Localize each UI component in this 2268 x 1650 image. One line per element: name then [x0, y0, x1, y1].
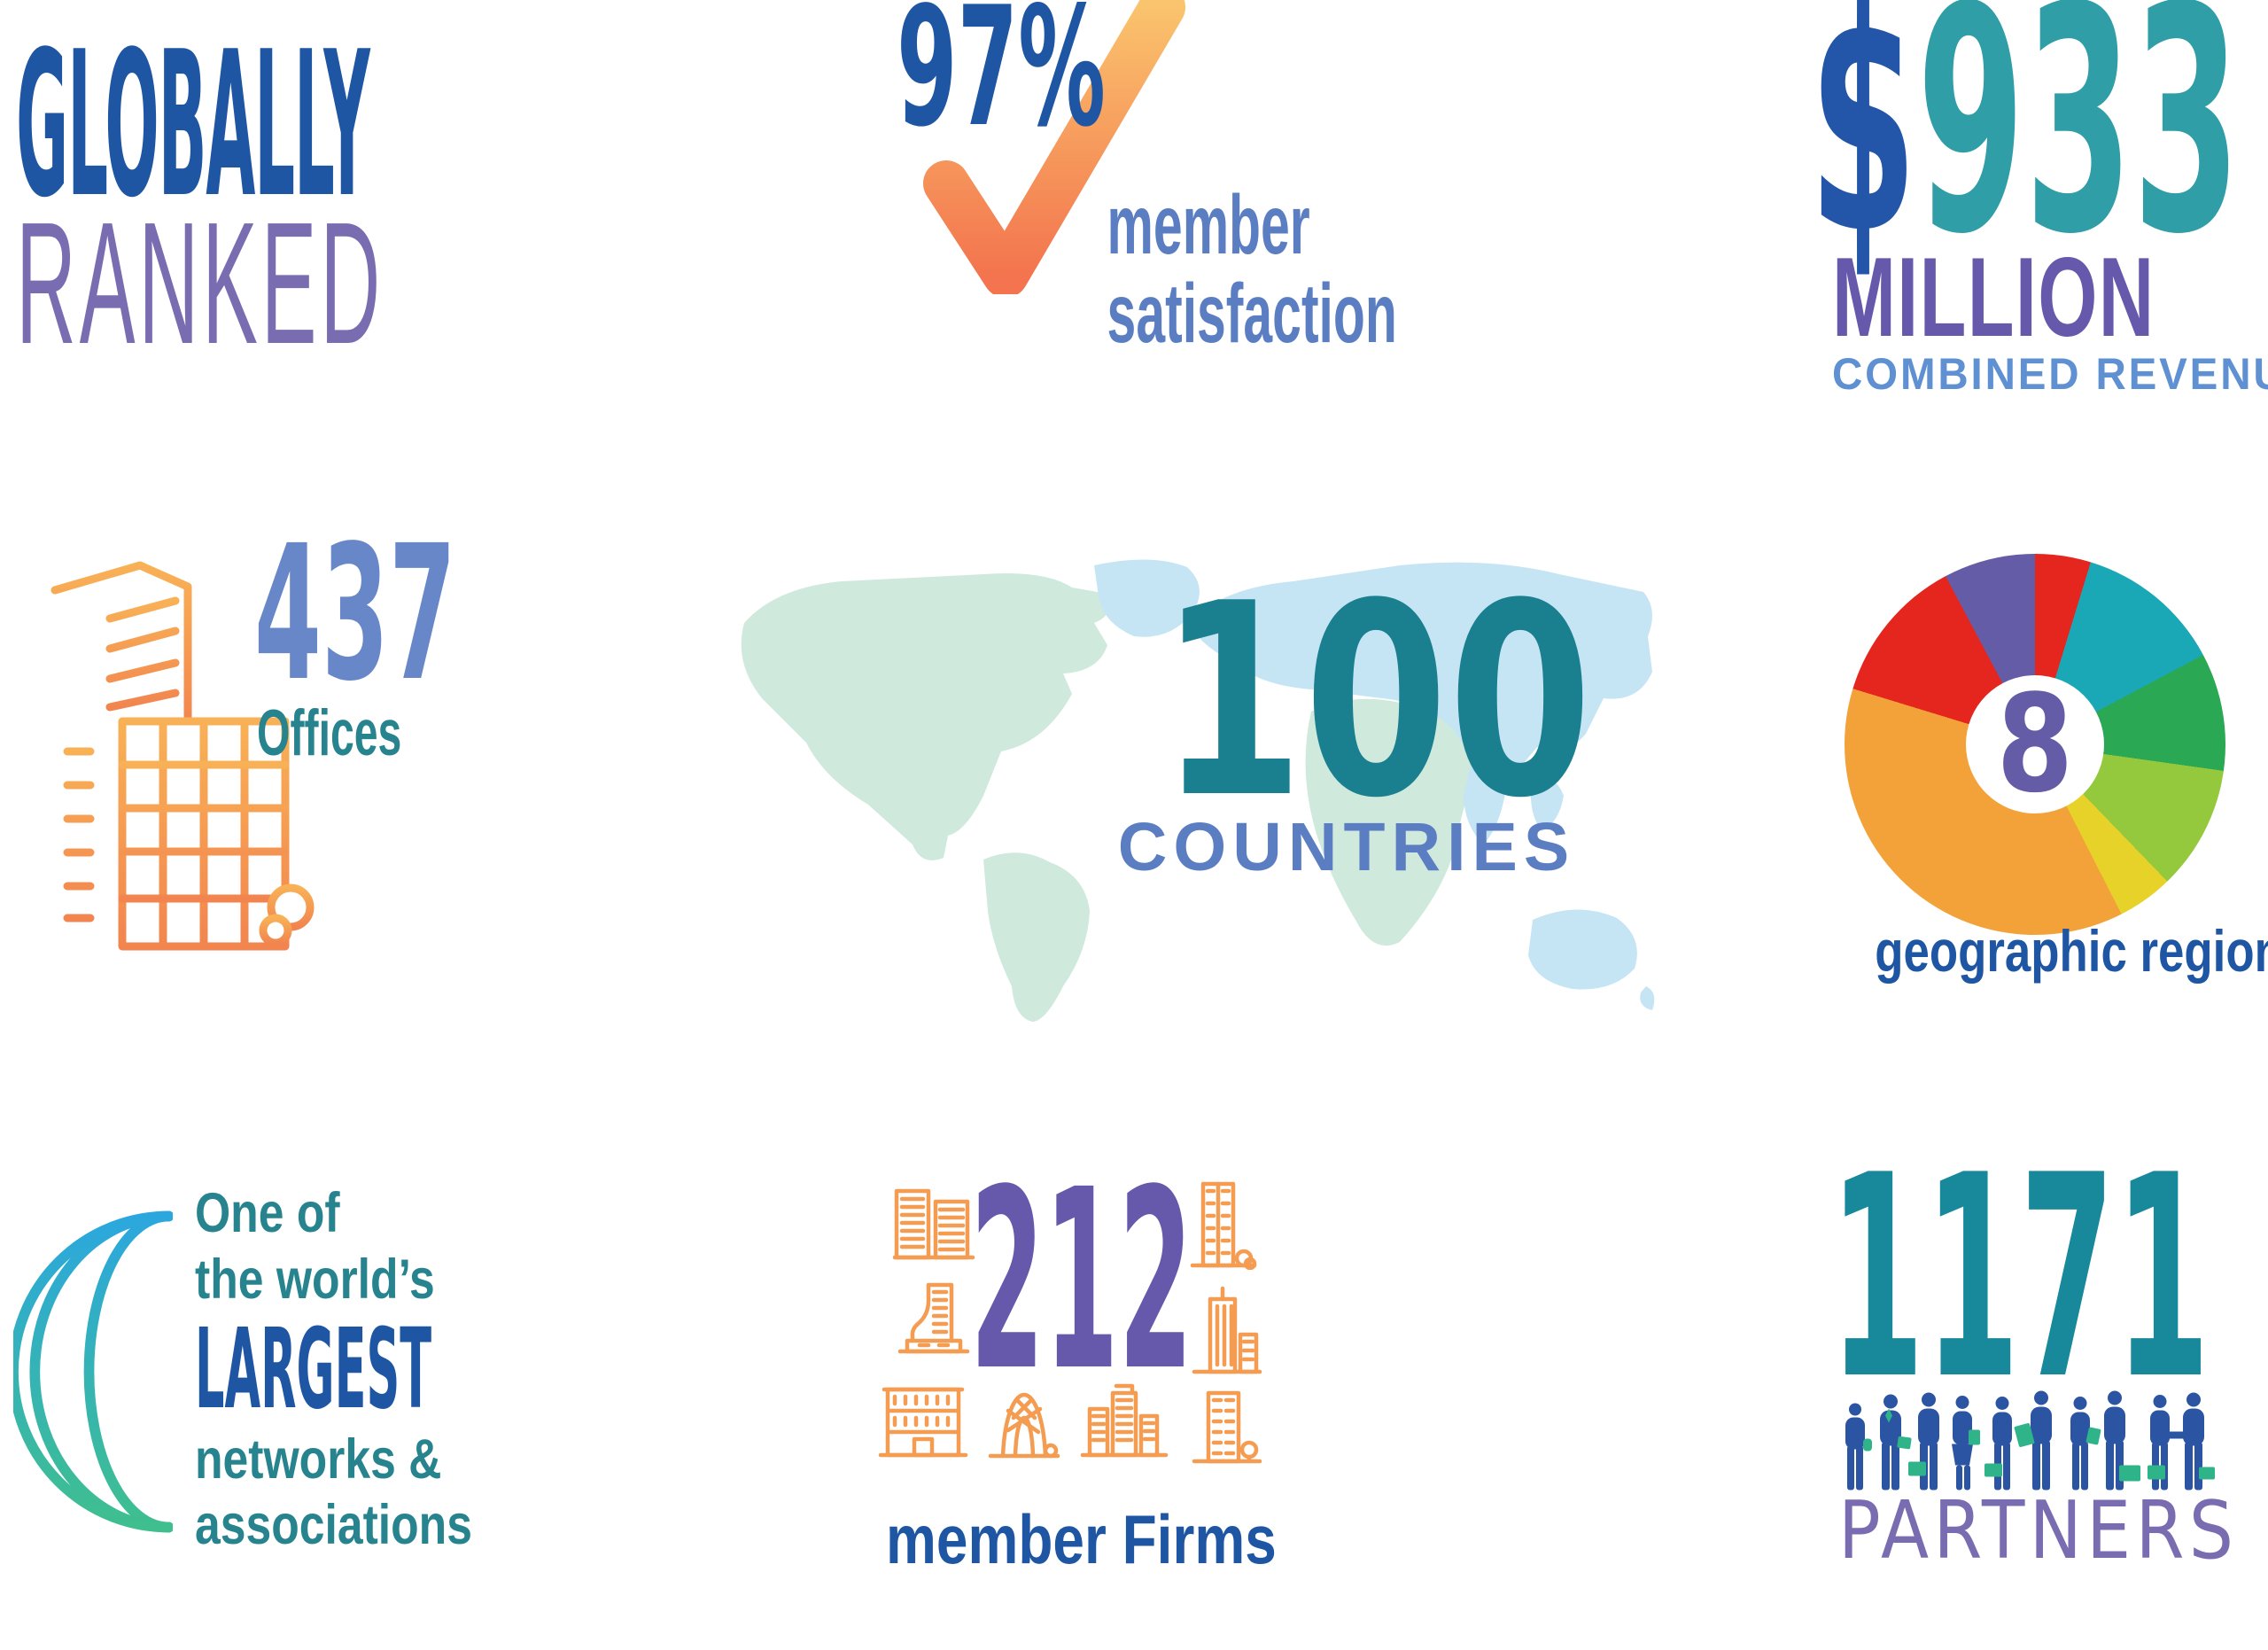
building-arch-icon [988, 1392, 1060, 1459]
building-twin-towers-icon [892, 1188, 975, 1260]
countries-label: COUNTRIES [1117, 809, 1576, 885]
largest-emphasis: LARGEST [195, 1305, 432, 1434]
partner-figure [2070, 1397, 2101, 1490]
satisfaction-label-line2: satisfaction [1107, 267, 1397, 361]
countries-label-wrap: COUNTRIES [1099, 813, 1595, 882]
regions-label-wrap: geographic regions [1821, 922, 2268, 980]
member-firms-value: 212 [970, 1137, 1193, 1426]
countries-value-wrap: 100 [1099, 569, 1595, 835]
partners-value: 1171 [1829, 1117, 2210, 1441]
pie-chart: 8 [1845, 554, 2225, 935]
building-curved-tower-icon [897, 1282, 970, 1354]
office-buildings-icon [24, 561, 315, 951]
partner-figure [2165, 1392, 2215, 1490]
revenue-unit: MILLION [1832, 234, 2155, 360]
satisfaction-label-line1: member [1107, 178, 1310, 272]
globally-text: GLOBALLY [16, 9, 370, 242]
countries-value: 100 [1159, 547, 1593, 856]
offices-label: Offices [257, 697, 402, 769]
dollar-sign: $ [1809, 0, 1917, 302]
offices-value: 437 [254, 505, 456, 722]
partner-figure [2104, 1390, 2140, 1490]
building-skyscraper-icon [1192, 1286, 1262, 1374]
building-cluster-icon [1080, 1383, 1169, 1458]
satisfaction-value: 97% [897, 0, 1106, 163]
regions-value: 8 [1996, 665, 2074, 822]
ranked-text: RANKED [16, 186, 384, 380]
partner-figure [2014, 1390, 2052, 1490]
building-tower-bush-icon [1190, 1181, 1257, 1270]
largest-line4: associations [195, 1494, 472, 1556]
partner-figure [1908, 1392, 1939, 1490]
partner-figure [1880, 1394, 1912, 1490]
revenue-label: COMBINED REVENUE [1832, 349, 2268, 399]
partner-figure [1984, 1397, 2012, 1490]
revenue-number: 933 [1916, 0, 2241, 302]
partners-label: PARTNERS [1838, 1484, 2239, 1577]
partner-figure [1952, 1396, 1980, 1490]
largest-line3: networks & [195, 1428, 442, 1490]
revenue-value: $933 [1809, 0, 2241, 276]
people-silhouettes [1845, 1390, 2215, 1490]
building-block-icon [878, 1387, 968, 1458]
largest-line2: the world’s [195, 1249, 435, 1311]
partner-figure [2148, 1395, 2170, 1490]
regions-label: geographic regions [1875, 918, 2268, 984]
member-firms-label: member Firms [886, 1500, 1277, 1578]
largest-line1: One of [195, 1182, 340, 1244]
building-tree-icon [1192, 1390, 1262, 1464]
checkmark-icon [923, 0, 1185, 294]
globe-icon [13, 1210, 173, 1533]
pie-chart-hole: 8 [1966, 675, 2104, 813]
partner-figure [1845, 1403, 1872, 1490]
world-map [741, 559, 1655, 1022]
